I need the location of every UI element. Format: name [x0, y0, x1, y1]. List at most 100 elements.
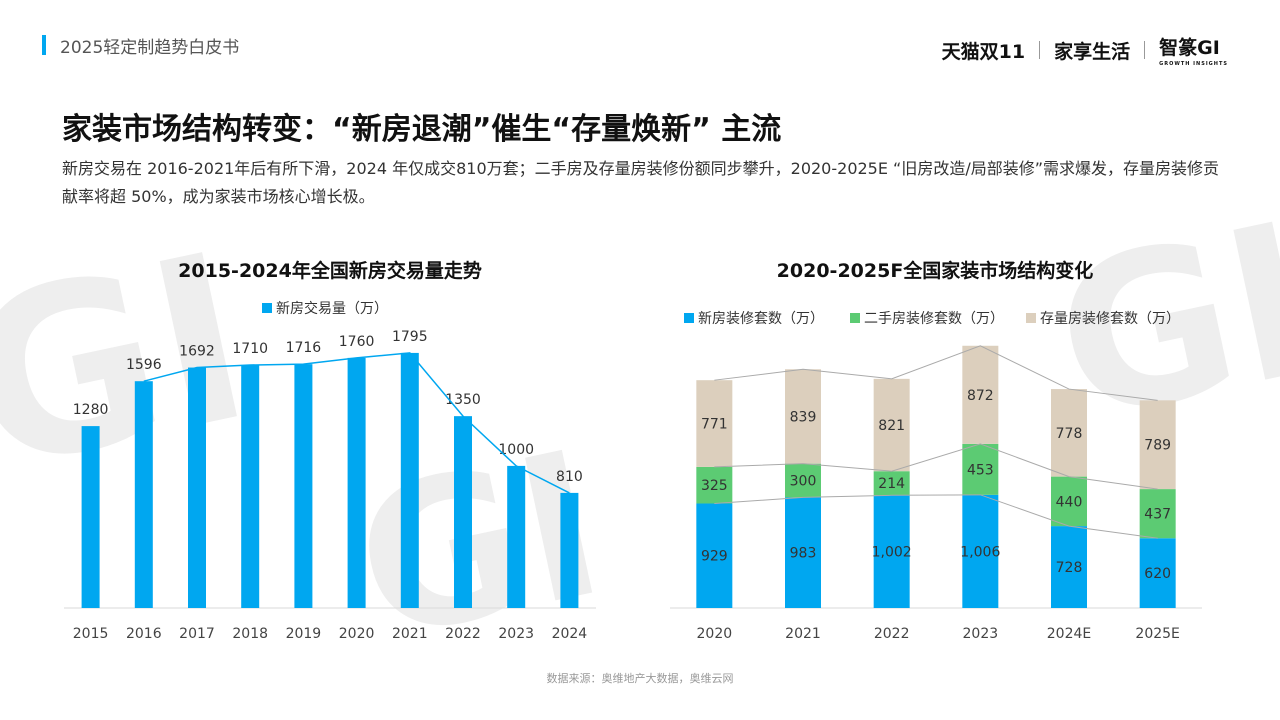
stack-1-2020 — [696, 466, 733, 504]
stack-label-2-2024E: 778 — [1056, 426, 1083, 442]
data-label-2020: 1760 — [339, 334, 375, 350]
stack-label-2-2020: 771 — [701, 417, 728, 433]
stack-label-0-2024E: 728 — [1056, 560, 1083, 576]
legend-swatch-new-home — [262, 303, 272, 313]
legend-label-series-1: 二手房装修套数（万） — [864, 311, 1004, 327]
stack-label-0-2020: 929 — [701, 549, 728, 565]
data-label-2021: 1795 — [392, 329, 428, 345]
x-tick-2015: 2015 — [73, 626, 109, 642]
x-tick-2017: 2017 — [179, 626, 215, 642]
x-tick-2024E: 2024E — [1047, 626, 1091, 642]
x-tick-2022: 2022 — [874, 626, 910, 642]
legend-swatch-series-2 — [1026, 313, 1036, 323]
brand-tmall: 天猫双11 — [941, 40, 1026, 63]
x-tick-2024: 2024 — [552, 626, 588, 642]
x-tick-2022: 2022 — [445, 626, 481, 642]
stack-2-2020 — [696, 380, 733, 467]
bar-2018 — [241, 365, 260, 608]
stack-label-2-2022: 821 — [878, 418, 905, 434]
document-title: 2025轻定制趋势白皮书 — [60, 38, 240, 58]
stack-label-2-2021: 839 — [790, 409, 817, 425]
stack-label-1-2023: 453 — [967, 462, 994, 478]
stack-label-1-2020: 325 — [701, 478, 728, 494]
legend-label-series-0: 新房装修套数（万） — [698, 311, 824, 327]
stack-0-2025E — [1139, 538, 1176, 608]
stack-2-2022 — [873, 378, 910, 472]
stack-label-0-2025E: 620 — [1144, 566, 1171, 582]
stack-1-2025E — [1139, 489, 1176, 539]
bar-2023 — [507, 465, 526, 608]
stack-0-2021 — [785, 497, 821, 608]
stack-label-1-2021: 300 — [790, 474, 817, 490]
stack-1-2021 — [785, 463, 821, 498]
x-tick-2020: 2020 — [339, 626, 375, 642]
stack-label-2-2025E: 789 — [1144, 438, 1171, 454]
stack-1-2022 — [873, 471, 910, 496]
chart-title-left: 2015-2024年全国新房交易量走势 — [178, 260, 482, 282]
header-accent-bar — [42, 35, 46, 55]
series-line-0 — [714, 494, 1158, 539]
bar-2017 — [188, 367, 206, 608]
series-line-2 — [714, 345, 1158, 401]
legend-swatch-series-1 — [850, 313, 860, 323]
bar-2019 — [294, 364, 313, 608]
series-line-1 — [714, 443, 1158, 490]
data-label-2019: 1716 — [286, 340, 322, 356]
legend-swatch-series-0 — [684, 313, 694, 323]
x-tick-2025E: 2025E — [1135, 626, 1179, 642]
stack-1-2023 — [962, 443, 999, 495]
stack-0-2020 — [696, 503, 733, 608]
x-tick-2020: 2020 — [697, 626, 733, 642]
stack-2-2021 — [785, 369, 821, 464]
chart-renovation-structure: 新房装修套数（万） 二手房装修套数（万） 存量房装修套数（万） 929 325 771 20… — [670, 311, 1202, 642]
data-label-2024: 810 — [556, 469, 583, 485]
x-tick-2019: 2019 — [286, 626, 322, 642]
data-label-2018: 1710 — [232, 341, 268, 357]
bar-2015 — [81, 426, 100, 608]
data-label-2017: 1692 — [179, 344, 215, 360]
x-tick-2018: 2018 — [232, 626, 268, 642]
brand-zhizhuan-sub: GROWTH INSIGHTS — [1159, 61, 1228, 67]
legend-label-series-2: 存量房装修套数（万） — [1040, 311, 1180, 327]
stack-0-2024E — [1051, 526, 1087, 608]
chart-title-right: 2020-2025F全国家装市场结构变化 — [776, 260, 1094, 282]
x-tick-2016: 2016 — [126, 626, 162, 642]
stack-label-1-2025E: 437 — [1144, 507, 1171, 523]
stack-0-2023 — [962, 494, 999, 608]
bar-2020 — [347, 357, 366, 608]
stack-1-2024E — [1051, 476, 1087, 527]
bar-2021 — [400, 352, 419, 608]
data-label-2023: 1000 — [498, 442, 534, 458]
stack-2-2023 — [962, 345, 999, 444]
bar-2022 — [454, 416, 472, 608]
stack-label-0-2023: 1,006 — [960, 544, 1000, 560]
data-label-2016: 1596 — [126, 357, 162, 373]
x-tick-2021: 2021 — [785, 626, 821, 642]
stack-label-0-2021: 983 — [790, 546, 817, 562]
page-headline: 家装市场结构转变：“新房退潮”催生“存量焕新” 主流 — [62, 112, 782, 147]
x-tick-2023: 2023 — [498, 626, 534, 642]
stack-label-1-2024E: 440 — [1056, 494, 1083, 510]
chart-new-home-transactions: 新房交易量（万） 1280 2015 1596 2016 1692 2017 1710 2018… — [64, 300, 596, 642]
brand-logos: 天猫双11 家享生活 智篆GI GROWTH INSIGHTS — [942, 33, 1228, 67]
data-label-2015: 1280 — [73, 402, 109, 418]
bar-2016 — [134, 381, 153, 608]
brand-jiaxiang: 家享生活 — [1054, 40, 1131, 63]
stack-2-2025E — [1139, 400, 1176, 490]
trend-line — [143, 352, 570, 494]
stack-0-2022 — [873, 495, 910, 608]
x-tick-2021: 2021 — [392, 626, 428, 642]
data-source-note: 数据来源：奥维地产大数据，奥维云网 — [546, 672, 734, 685]
stack-2-2024E — [1051, 389, 1087, 477]
bar-2024 — [560, 492, 579, 608]
stack-label-0-2022: 1,002 — [872, 545, 912, 561]
stack-label-1-2022: 214 — [878, 476, 905, 492]
lead-paragraph: 新房交易在 2016-2021年后有所下滑，2024 年仅成交810万套；二手房… — [62, 159, 1220, 206]
data-label-2022: 1350 — [445, 392, 481, 408]
brand-divider — [1039, 41, 1041, 59]
brand-zhizhuan-name: 智篆GI — [1159, 37, 1220, 59]
brand-zhizhuan: 智篆GI GROWTH INSIGHTS — [1159, 33, 1228, 67]
stack-label-2-2023: 872 — [967, 388, 994, 404]
x-tick-2023: 2023 — [963, 626, 999, 642]
brand-divider — [1144, 41, 1146, 59]
